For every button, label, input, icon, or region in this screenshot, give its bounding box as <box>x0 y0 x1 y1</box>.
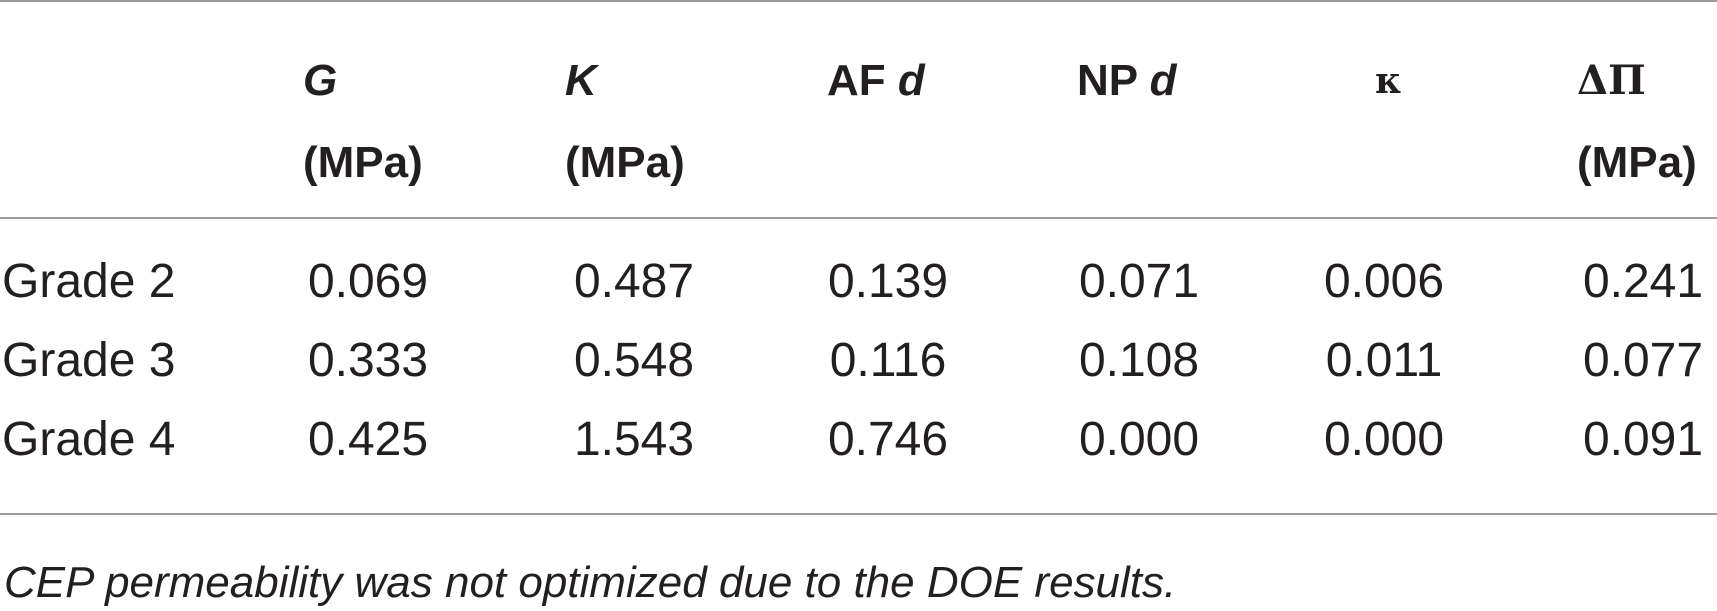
column-header-symbol: ΔΠ <box>1577 57 1646 104</box>
table-cell: 0.091 <box>1582 413 1704 466</box>
table-cell: 0.116 <box>829 334 947 387</box>
table-top-rule <box>0 0 1717 2</box>
table-cell: 0.241 <box>1582 255 1704 308</box>
row-label: Grade 3 <box>2 334 176 387</box>
row-label: Grade 2 <box>2 255 176 308</box>
column-header-unit: (MPa) <box>1577 138 1697 187</box>
column-header-prefix: NP <box>1077 56 1150 105</box>
column-header-kappa: κ <box>1375 40 1402 122</box>
table-cell: 0.077 <box>1582 334 1704 387</box>
column-header-symbol: G <box>303 56 338 105</box>
table-cell: 0.746 <box>827 413 949 466</box>
table-cell: 0.487 <box>573 255 695 308</box>
table-cell: 0.000 <box>1323 413 1445 466</box>
column-header-delta-pi: ΔΠ (MPa) <box>1577 40 1697 204</box>
table-bottom-rule <box>0 513 1717 515</box>
table-cell: 0.108 <box>1078 334 1200 387</box>
column-header-symbol: d <box>1149 56 1177 105</box>
column-header-symbol: κ <box>1375 60 1402 102</box>
table-cell: 0.139 <box>827 255 949 308</box>
table-cell: 0.548 <box>573 334 695 387</box>
table-cell: 0.006 <box>1323 255 1445 308</box>
column-header-symbol: K <box>565 56 597 105</box>
table-footnote: CEP permeability was not optimized due t… <box>4 558 1177 607</box>
table-cell: 0.000 <box>1078 413 1200 466</box>
table-cell: 0.011 <box>1325 334 1443 387</box>
column-header-unit: (MPa) <box>565 138 685 187</box>
column-header-af-d: AF d <box>827 40 925 122</box>
column-header-prefix: AF <box>827 56 898 105</box>
column-header-unit: (MPa) <box>303 138 423 187</box>
table-cell: 0.069 <box>307 255 429 308</box>
table-cell: 0.071 <box>1078 255 1200 308</box>
table-header-rule <box>0 217 1717 219</box>
column-header-symbol: d <box>897 56 925 105</box>
row-label: Grade 4 <box>2 413 176 466</box>
table-cell: 0.333 <box>307 334 429 387</box>
column-header-np-d: NP d <box>1077 40 1176 122</box>
column-header-k: K (MPa) <box>565 40 685 204</box>
column-header-g: G (MPa) <box>303 40 423 204</box>
table-cell: 0.425 <box>307 413 429 466</box>
table-cell: 1.543 <box>573 413 695 466</box>
